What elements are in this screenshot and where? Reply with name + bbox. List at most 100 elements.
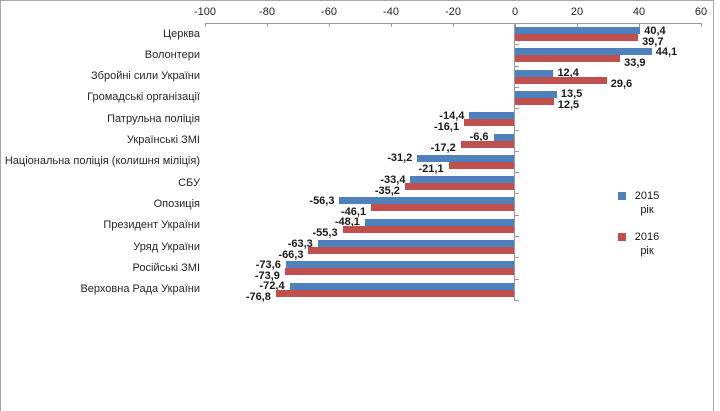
x-tick-label: -80 [259, 6, 275, 18]
category-tick-mark [514, 278, 519, 280]
bar-2016 [515, 34, 639, 41]
bar-2015 [515, 90, 557, 98]
x-tick-mark [329, 23, 330, 27]
x-tick-label: -60 [321, 6, 337, 18]
bar-label-2016: 39,7 [642, 35, 664, 48]
category-tick-mark [514, 65, 519, 67]
legend-swatch-icon [618, 192, 626, 200]
bar-2016 [460, 140, 514, 148]
bar-2016 [275, 289, 514, 297]
bar-label-2016: -21,1 [418, 163, 444, 176]
bar-2016 [515, 55, 621, 63]
x-tick-label: 40 [632, 6, 646, 18]
category-label: Опозиція [153, 197, 200, 210]
bar-label-2015: 40,4 [644, 24, 666, 37]
category-tick-mark [514, 236, 519, 238]
category-label: Російські ЗМІ [132, 261, 200, 274]
category-label: Патрульна поліція [107, 112, 200, 125]
bar-2016 [448, 161, 514, 169]
category-label: Уряд України [133, 240, 200, 253]
bar-label-2016: 33,9 [624, 56, 646, 69]
bar-label-2016: 12,5 [557, 99, 580, 112]
bar-label-2015: -14,4 [439, 109, 465, 122]
legend-label: 2016 рік [634, 231, 660, 257]
category-tick-mark [514, 108, 519, 110]
x-tick-mark [391, 23, 392, 27]
bar-2016 [404, 183, 514, 191]
category-tick-mark [514, 23, 519, 24]
category-label: Громадські організації [87, 91, 200, 104]
category-tick-mark [514, 214, 519, 216]
legend-swatch-icon [618, 233, 626, 241]
x-tick-label: 60 [694, 6, 708, 18]
category-tick-mark [514, 129, 519, 131]
bar-label-2015: -72,4 [259, 280, 285, 293]
category-label: Національна поліція (колишня міліція) [4, 155, 200, 168]
bar-2015 [515, 27, 641, 34]
x-tick-mark [639, 23, 640, 27]
category-tick-mark [514, 257, 519, 259]
bar-2015 [339, 197, 514, 205]
bar-2016 [308, 247, 514, 255]
bar-label-2015: -48,1 [334, 216, 360, 229]
bar-label-2016: -17,2 [430, 142, 456, 155]
x-tick-label: 20 [570, 6, 584, 18]
bar-label-2015: 13,5 [560, 88, 583, 101]
bar-2015 [515, 69, 554, 77]
bar-label-2015: -33,4 [380, 173, 406, 186]
category-label: Українські ЗМІ [126, 134, 200, 147]
bar-label-2015: -73,6 [255, 258, 281, 271]
legend-item: 2015 рік [618, 189, 664, 217]
category-tick-mark [514, 44, 519, 46]
x-tick-mark [453, 23, 454, 27]
bar-2016 [284, 268, 514, 276]
bar-label-2016: -73,9 [254, 269, 280, 282]
category-axis-line [514, 23, 515, 300]
bar-2015 [317, 240, 514, 248]
bar-label-2016: 29,6 [610, 78, 633, 91]
category-tick-mark [514, 193, 519, 195]
category-tick-mark [514, 86, 519, 88]
bar-2015 [417, 154, 514, 162]
x-tick-mark [515, 23, 516, 27]
x-tick-label: 0 [511, 6, 519, 18]
bar-label-2016: -16,1 [434, 120, 460, 133]
category-label: Верховна Рада України [80, 283, 200, 296]
category-label: Президент України [103, 219, 200, 232]
bar-2015 [515, 48, 652, 56]
bar-2016 [371, 204, 514, 212]
category-tick-mark [514, 300, 519, 301]
legend: 2015 рік 2016 рік [618, 189, 664, 271]
bar-2016 [464, 119, 514, 127]
bar-2016 [515, 76, 607, 84]
bar-2015 [364, 218, 514, 226]
x-tick-mark [701, 23, 702, 27]
bar-label-2015: -6,6 [469, 131, 489, 144]
bar-label-2015: -31,2 [387, 152, 413, 165]
bar-label-2016: -76,8 [245, 291, 271, 304]
category-tick-mark [514, 150, 519, 152]
bar-label-2016: -66,3 [278, 248, 304, 261]
bar-label-2015: -56,3 [309, 194, 335, 207]
bar-label-2015: -63,3 [287, 237, 313, 250]
bar-2015 [469, 112, 514, 120]
x-tick-label: -20 [445, 6, 461, 18]
x-tick-label: -40 [383, 6, 399, 18]
bar-label-2016: -46,1 [341, 205, 367, 218]
legend-item: 2016 рік [618, 230, 664, 258]
x-tick-label: -100 [193, 6, 217, 18]
bar-2016 [515, 97, 554, 105]
category-tick-mark [514, 172, 519, 174]
bar-label-2015: 44,1 [655, 45, 678, 58]
bar-2015 [493, 133, 514, 141]
category-label: Церква [162, 27, 200, 40]
category-label: Збройні сили України [91, 70, 200, 83]
bar-2016 [342, 225, 514, 233]
legend-label: 2015 рік [634, 190, 660, 216]
bar-label-2016: -55,3 [312, 227, 338, 240]
x-tick-mark [577, 23, 578, 27]
category-label: Волонтери [144, 48, 200, 61]
x-tick-mark [267, 23, 268, 27]
category-label: СБУ [178, 176, 200, 189]
